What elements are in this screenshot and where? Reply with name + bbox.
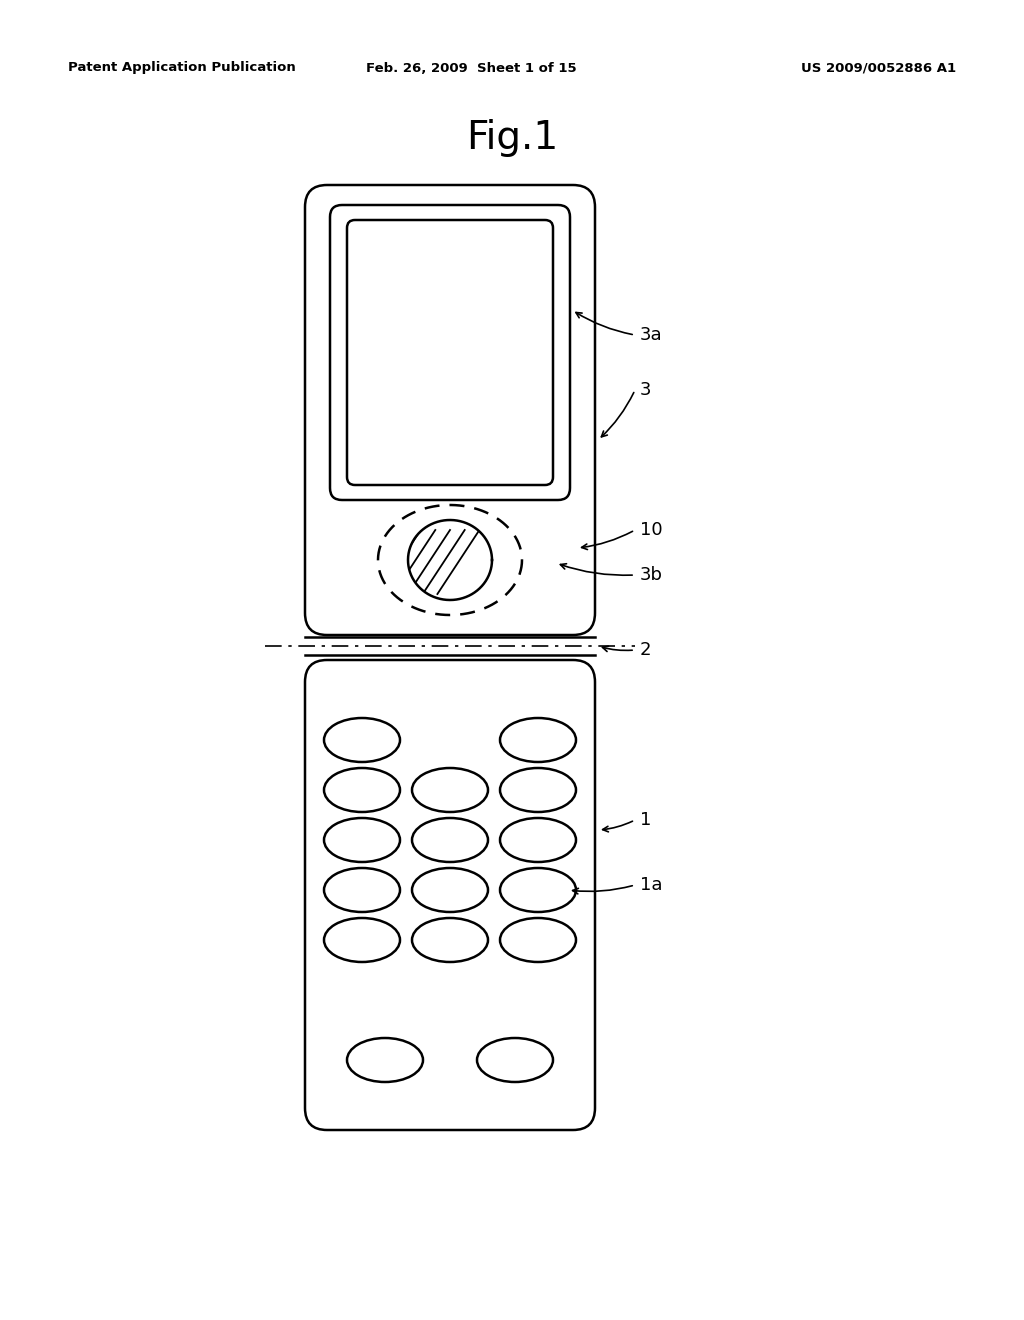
Ellipse shape: [412, 768, 488, 812]
Ellipse shape: [477, 1038, 553, 1082]
Ellipse shape: [324, 917, 400, 962]
Ellipse shape: [500, 768, 575, 812]
Text: Feb. 26, 2009  Sheet 1 of 15: Feb. 26, 2009 Sheet 1 of 15: [366, 62, 577, 74]
FancyBboxPatch shape: [305, 660, 595, 1130]
FancyBboxPatch shape: [347, 220, 553, 484]
Text: 1a: 1a: [640, 876, 663, 894]
Text: US 2009/0052886 A1: US 2009/0052886 A1: [801, 62, 956, 74]
Ellipse shape: [324, 768, 400, 812]
Ellipse shape: [500, 917, 575, 962]
Text: 2: 2: [640, 642, 651, 659]
Text: 1: 1: [640, 810, 651, 829]
FancyBboxPatch shape: [305, 185, 595, 635]
Ellipse shape: [500, 818, 575, 862]
Ellipse shape: [412, 818, 488, 862]
Ellipse shape: [500, 869, 575, 912]
Ellipse shape: [324, 869, 400, 912]
Ellipse shape: [412, 917, 488, 962]
Text: 10: 10: [640, 521, 663, 539]
Ellipse shape: [324, 718, 400, 762]
Text: 3a: 3a: [640, 326, 663, 345]
Text: 3b: 3b: [640, 566, 663, 583]
Ellipse shape: [412, 869, 488, 912]
Ellipse shape: [500, 718, 575, 762]
Text: Patent Application Publication: Patent Application Publication: [68, 62, 296, 74]
FancyBboxPatch shape: [330, 205, 570, 500]
Text: Fig.1: Fig.1: [466, 119, 558, 157]
Ellipse shape: [347, 1038, 423, 1082]
Ellipse shape: [324, 818, 400, 862]
Text: 3: 3: [640, 381, 651, 399]
